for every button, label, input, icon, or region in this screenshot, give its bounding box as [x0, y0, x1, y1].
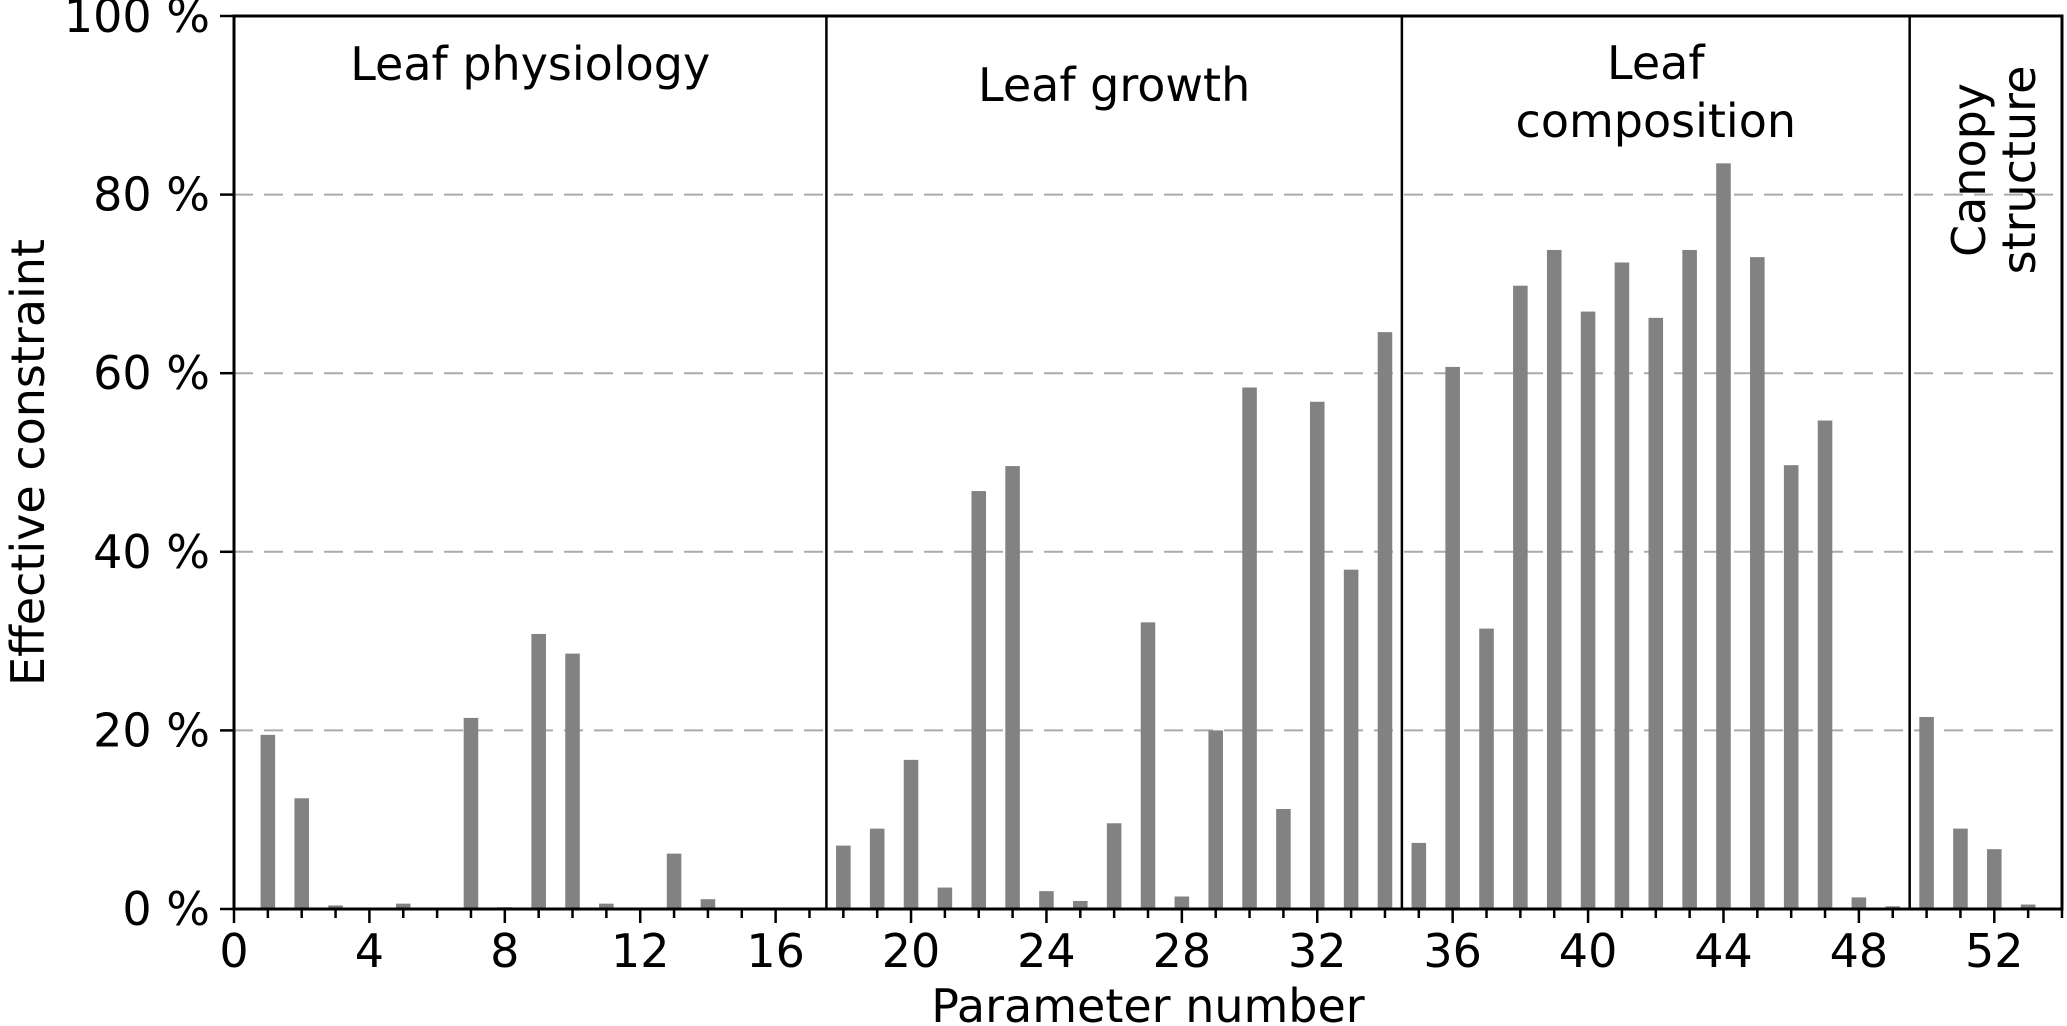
- section-title-canopy-structure: Canopystructure: [1942, 66, 2046, 275]
- section-title-line: composition: [1516, 94, 1796, 148]
- bar-param-24: [1039, 891, 1054, 909]
- bar-param-39: [1546, 249, 1562, 909]
- x-tick-label-28: 28: [1153, 924, 1212, 978]
- bar-param-36: [1445, 366, 1460, 910]
- bar-param-48: [1851, 897, 1867, 909]
- bar-param-51: [1953, 828, 1968, 909]
- x-tick-label-48: 48: [1830, 924, 1889, 978]
- section-title-line: structure: [1992, 66, 2046, 275]
- y-tick-label-100: 100 %: [64, 0, 210, 43]
- bar-param-9: [531, 633, 546, 909]
- bar-param-13: [666, 853, 682, 909]
- x-tick-label-4: 4: [355, 924, 384, 978]
- y-tick-label-20: 20 %: [93, 703, 210, 757]
- bar-param-34: [1377, 332, 1393, 909]
- bar-param-23: [1005, 466, 1020, 909]
- bar-param-33: [1343, 569, 1359, 909]
- x-tick-label-40: 40: [1559, 924, 1618, 978]
- bar-param-46: [1783, 465, 1799, 909]
- x-tick-label-12: 12: [611, 924, 670, 978]
- section-title-leaf-composition: Leaf composition: [1516, 36, 1796, 148]
- bar-param-11: [599, 903, 614, 909]
- x-tick-label-44: 44: [1694, 924, 1753, 978]
- bar-param-7: [463, 717, 479, 909]
- bar-param-20: [903, 759, 919, 909]
- bar-param-19: [869, 828, 885, 909]
- section-title-leaf-physiology: Leaf physiology: [350, 37, 710, 91]
- bar-param-52: [1987, 849, 2002, 909]
- bar-param-26: [1106, 823, 1122, 909]
- section-title-line: Canopy: [1942, 83, 1996, 257]
- bar-param-1: [260, 734, 276, 909]
- bar-param-22: [971, 491, 987, 909]
- bar-param-25: [1073, 900, 1088, 909]
- bar-param-21: [937, 887, 953, 909]
- bar-param-18: [836, 845, 851, 909]
- y-tick-label-60: 60 %: [93, 346, 210, 400]
- x-tick-label-52: 52: [1965, 924, 2024, 978]
- bar-param-3: [328, 905, 343, 909]
- bar-param-10: [565, 653, 580, 909]
- bar-param-47: [1817, 420, 1833, 909]
- y-axis-label: Effective constraint: [1, 239, 55, 686]
- y-tick-label-0: 0 %: [122, 882, 210, 936]
- bar-param-43: [1682, 249, 1697, 909]
- bar-param-53: [2020, 904, 2036, 909]
- x-tick-label-20: 20: [882, 924, 941, 978]
- bar-param-42: [1648, 317, 1664, 910]
- bar-param-2: [294, 798, 309, 909]
- section-title-line: Leaf growth: [978, 58, 1250, 112]
- x-tick-label-16: 16: [746, 924, 805, 978]
- section-title-line: Leaf: [1607, 36, 1706, 90]
- bar-param-14: [700, 899, 716, 909]
- bar-param-32: [1309, 401, 1325, 909]
- bar-param-44: [1716, 163, 1731, 910]
- section-title-line: Leaf physiology: [350, 37, 710, 91]
- x-tick-label-24: 24: [1017, 924, 1076, 978]
- bar-param-37: [1479, 628, 1494, 909]
- bar-param-5: [395, 903, 411, 909]
- bar-param-40: [1580, 311, 1596, 909]
- bar-param-31: [1276, 808, 1291, 909]
- y-tick-label-40: 40 %: [93, 525, 210, 579]
- bar-param-50: [1919, 717, 1934, 909]
- bar-param-45: [1750, 257, 1765, 909]
- bar-param-41: [1614, 262, 1630, 909]
- bar-param-38: [1513, 285, 1528, 909]
- x-tick-label-8: 8: [490, 924, 519, 978]
- bar-param-28: [1174, 896, 1190, 909]
- section-title-leaf-growth: Leaf growth: [978, 58, 1250, 112]
- x-tick-label-0: 0: [219, 924, 248, 978]
- x-tick-label-32: 32: [1288, 924, 1347, 978]
- x-axis-label: Parameter number: [931, 979, 1365, 1026]
- bar-param-27: [1140, 622, 1156, 909]
- bar-param-29: [1208, 730, 1223, 909]
- x-tick-label-36: 36: [1423, 924, 1482, 978]
- y-tick-label-80: 80 %: [93, 168, 210, 222]
- bar-param-35: [1411, 842, 1427, 909]
- bar-param-30: [1242, 387, 1257, 909]
